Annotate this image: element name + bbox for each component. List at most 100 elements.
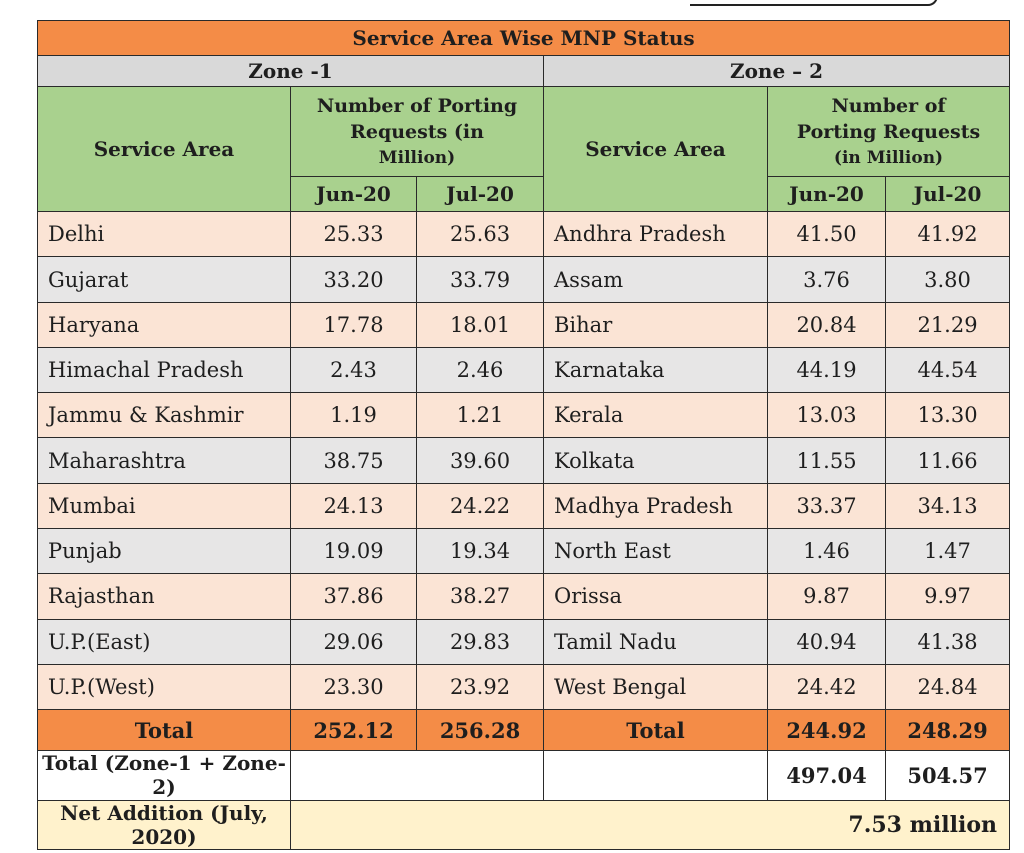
zone2-area: Karnataka (543, 346, 768, 394)
zone2-jul-value: 44.54 (884, 346, 1011, 394)
zone1-area: Punjab (37, 527, 291, 575)
zone2-jun-header: Jun-20 (767, 175, 886, 213)
zone1-area: Haryana (37, 301, 291, 348)
zone1-jul-value: 2.46 (416, 346, 544, 394)
zone1-jun-value: 37.86 (290, 573, 417, 620)
zone1-area: Delhi (37, 211, 291, 258)
zone2-area: Bihar (543, 301, 768, 348)
zone1-jun-value: 2.43 (290, 346, 417, 394)
zone2-jul-value: 3.80 (884, 256, 1011, 303)
zone2-jul-value: 41.92 (884, 211, 1011, 258)
zone2-jun-value: 41.50 (767, 211, 886, 258)
zone2-jul-value: 9.97 (884, 573, 1011, 620)
zone2-area: West Bengal (543, 663, 768, 711)
zone1-area: Mumbai (37, 482, 291, 529)
title-row: Service Area Wise MNP Status (36, 19, 1011, 57)
zone1-jun-value: 38.75 (290, 437, 417, 484)
zone1-area: Jammu & Kashmir (37, 392, 291, 439)
zone2-number-header-line1: Number of (831, 94, 946, 117)
zone1-jul-value: 38.27 (416, 573, 544, 620)
mnp-status-table: Service Area Wise MNP Status Zone -1 Zon… (36, 19, 1011, 851)
grand-total-label: Total (Zone-1 + Zone-2) (37, 750, 291, 801)
zone1-jul-value: 24.22 (416, 482, 544, 529)
zone2-number-header: Number of Porting Requests (in Million) (766, 86, 1011, 177)
table-row: Himachal Pradesh 2.43 2.46 Karnataka 44.… (37, 346, 1011, 394)
zone1-jun-value: 17.78 (290, 301, 417, 348)
zone1-area: Maharashtra (37, 437, 291, 484)
zone2-number-header-line3: (in Million) (833, 147, 944, 168)
zone1-jul-value: 25.63 (416, 211, 544, 258)
zone2-jul-value: 41.38 (884, 618, 1011, 665)
zone1-jun-value: 23.30 (290, 663, 417, 711)
zone1-area: Himachal Pradesh (37, 346, 291, 394)
zone2-area: North East (543, 527, 768, 575)
zone2-area: Madhya Pradesh (543, 482, 768, 529)
zone1-area: U.P.(West) (37, 663, 291, 711)
zone1-total-label: Total (37, 709, 291, 752)
grand-total-empty-cell (290, 750, 544, 801)
zone2-area: Assam (543, 256, 768, 303)
zone1-number-header: Number of Porting Requests (in Million) (290, 86, 544, 177)
zone1-jun-header: Jun-20 (290, 175, 417, 213)
zone2-label: Zone – 2 (542, 55, 1011, 88)
zone2-jul-value: 24.84 (884, 663, 1011, 711)
cropped-bracket-decoration (690, 0, 938, 6)
table-title: Service Area Wise MNP Status (36, 19, 1011, 57)
zone1-total-jul: 256.28 (416, 709, 544, 752)
zone1-jul-value: 19.34 (416, 527, 544, 575)
table-row: Haryana 17.78 18.01 Bihar 20.84 21.29 (37, 301, 1011, 348)
zone1-jul-header: Jul-20 (416, 175, 544, 213)
zone2-total-jun: 244.92 (767, 709, 886, 752)
zone2-jul-value: 21.29 (884, 301, 1011, 348)
zone2-jun-value: 9.87 (767, 573, 886, 620)
table-row: Rajasthan 37.86 38.27 Orissa 9.87 9.97 (37, 573, 1011, 620)
net-addition-value: 7.53 million (289, 799, 1011, 851)
zone2-jun-value: 33.37 (767, 482, 886, 529)
zone1-jul-value: 18.01 (416, 301, 544, 348)
zone1-jun-value: 1.19 (290, 392, 417, 439)
table-row: Mumbai 24.13 24.22 Madhya Pradesh 33.37 … (37, 482, 1011, 529)
table-row: Delhi 25.33 25.63 Andhra Pradesh 41.50 4… (37, 211, 1011, 258)
zone2-jun-value: 20.84 (767, 301, 886, 348)
zone2-jul-header: Jul-20 (884, 175, 1011, 213)
table-row: U.P.(West) 23.30 23.92 West Bengal 24.42… (37, 663, 1011, 711)
zone2-jul-value: 13.30 (884, 392, 1011, 439)
zone1-jul-value: 1.21 (416, 392, 544, 439)
zone1-area: U.P.(East) (37, 618, 291, 665)
zone1-number-header-line2: Requests (in (350, 120, 484, 143)
zone2-jun-value: 11.55 (767, 437, 886, 484)
zone2-total-jul: 248.29 (884, 709, 1011, 752)
zone1-number-header-line3: Million) (378, 147, 456, 168)
total-row: Total 252.12 256.28 Total 244.92 248.29 (37, 709, 1011, 752)
zone2-jul-value: 34.13 (884, 482, 1011, 529)
table-row: Gujarat 33.20 33.79 Assam 3.76 3.80 (37, 256, 1011, 303)
zone2-area: Kerala (543, 392, 768, 439)
zone1-area: Rajasthan (37, 573, 291, 620)
zone2-jun-value: 24.42 (767, 663, 886, 711)
zone2-jun-value: 40.94 (767, 618, 886, 665)
zone1-service-area-header: Service Area (37, 86, 291, 213)
zone1-number-header-line1: Number of Porting (316, 94, 518, 117)
zone2-area: Tamil Nadu (543, 618, 768, 665)
zone2-number-header-line2: Porting Requests (796, 120, 981, 143)
zone1-jun-value: 25.33 (290, 211, 417, 258)
zone2-jun-value: 3.76 (767, 256, 886, 303)
zone1-total-jun: 252.12 (290, 709, 417, 752)
table-row: Jammu & Kashmir 1.19 1.21 Kerala 13.03 1… (37, 392, 1011, 439)
zone2-service-area-header: Service Area (543, 86, 768, 213)
zone2-jun-value: 44.19 (767, 346, 886, 394)
net-addition-row: Net Addition (July, 2020) 7.53 million (37, 799, 1011, 851)
zone1-jul-value: 33.79 (416, 256, 544, 303)
zone2-total-label: Total (543, 709, 768, 752)
zone1-jun-value: 19.09 (290, 527, 417, 575)
zone2-jul-value: 1.47 (884, 527, 1011, 575)
header-row-top: Service Area Number of Porting Requests … (37, 86, 1011, 213)
zone1-area: Gujarat (37, 256, 291, 303)
net-addition-label: Net Addition (July, 2020) (37, 799, 291, 851)
zone1-jul-value: 29.83 (416, 618, 544, 665)
table-row: Punjab 19.09 19.34 North East 1.46 1.47 (37, 527, 1011, 575)
zone2-area: Andhra Pradesh (543, 211, 768, 258)
header-row-months: Jun-20 Jul-20 Jun-20 Jul-20 (38, 175, 1011, 213)
zone2-jun-value: 13.03 (767, 392, 886, 439)
zone1-jul-value: 39.60 (416, 437, 544, 484)
